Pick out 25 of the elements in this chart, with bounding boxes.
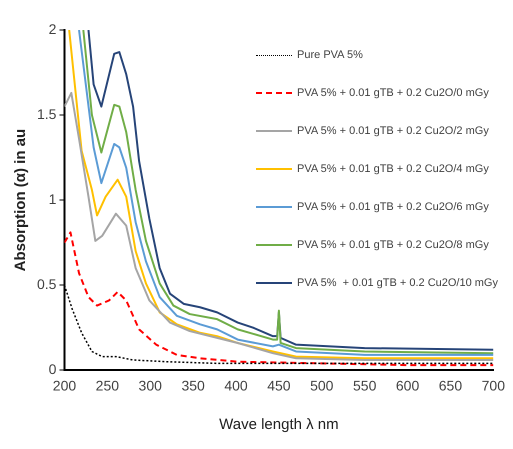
x-tick-label: 700 — [482, 377, 506, 394]
y-tick-label: 0.5 — [36, 276, 57, 292]
x-tick-label: 250 — [96, 377, 120, 394]
legend-label: PVA 5% + 0.01 gTB + 0.2 Cu2O/2 mGy — [297, 125, 489, 137]
x-tick-label: 500 — [310, 377, 334, 394]
legend-label: Pure PVA 5% — [297, 49, 363, 61]
y-tick-label: 0 — [48, 361, 57, 378]
legend-label: PVA 5% + 0.01 gTB + 0.2 Cu2O/6 mGy — [297, 201, 489, 213]
x-tick-label: 650 — [438, 377, 462, 394]
legend-label: PVA 5% + 0.01 gTB + 0.2 Cu2O/8 mGy — [297, 239, 489, 251]
x-tick-label: 550 — [352, 377, 377, 394]
y-tick-label: 1.5 — [36, 106, 57, 122]
y-axis-title: Absorption (α) in au — [12, 128, 30, 272]
x-axis-title: Wave length λ nm — [219, 416, 339, 434]
x-tick-label: 300 — [138, 377, 162, 394]
legend-label: PVA 5% + 0.01 gTB + 0.2 Cu2O/10 mGy — [297, 277, 498, 289]
x-tick-label: 400 — [224, 377, 248, 394]
y-tick-label: 2 — [48, 20, 57, 37]
legend-label: PVA 5% + 0.01 gTB + 0.2 Cu2O/4 mGy — [297, 163, 489, 175]
x-tick-label: 200 — [52, 377, 76, 394]
y-tick-label: 1 — [48, 190, 57, 207]
legend-label: PVA 5% + 0.01 gTB + 0.2 Cu2O/0 mGy — [297, 87, 489, 99]
x-tick-label: 600 — [396, 377, 420, 394]
x-tick-label: 350 — [181, 377, 206, 394]
x-tick-label: 450 — [267, 377, 291, 394]
